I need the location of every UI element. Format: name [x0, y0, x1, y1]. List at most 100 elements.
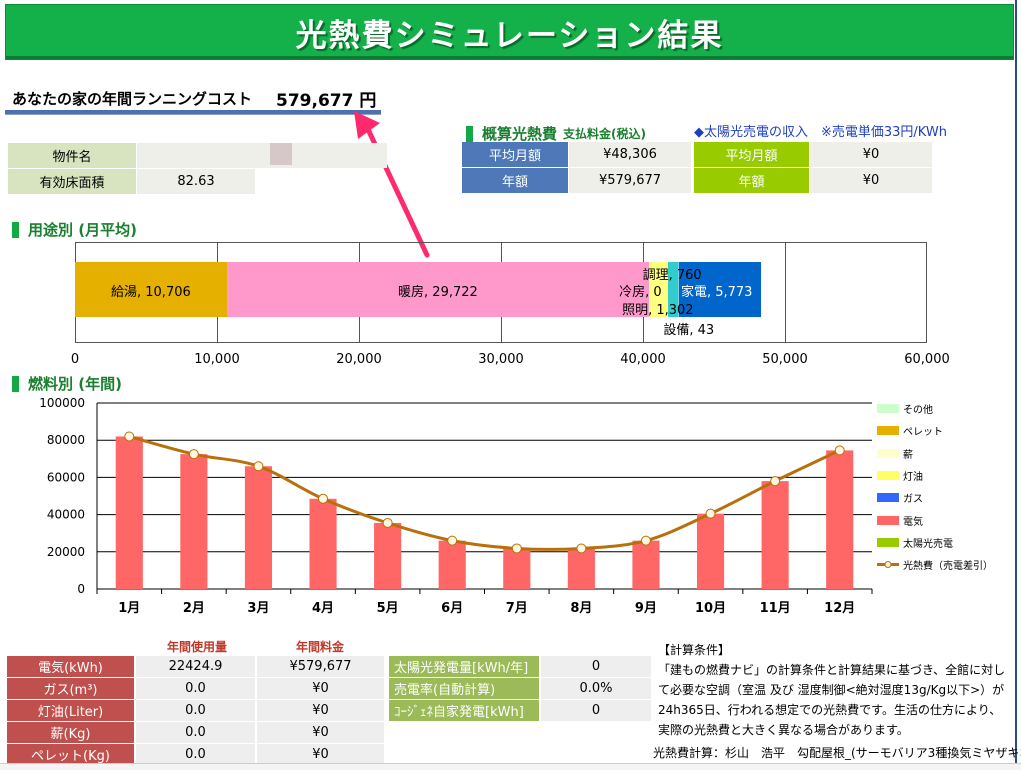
solar-annual-label: 年額 — [694, 168, 809, 193]
summary-annual-value: ¥579,677 — [569, 168, 691, 193]
sheet-tab-strip — [0, 763, 1021, 770]
property-name-field[interactable] — [137, 143, 387, 168]
solar-income-title: ◆太陽光売電の収入 ※売電単価33円/KWh — [694, 125, 947, 140]
name-redaction-block — [270, 143, 292, 165]
usage-x-tick: 50,000 — [762, 352, 808, 367]
legend-label: 太陽光売電 — [903, 538, 953, 550]
legend-item: 薪 — [877, 446, 913, 461]
legend-item: 太陽光売電 — [877, 535, 953, 550]
fuel-row-label: ガス(m³) — [7, 678, 134, 699]
summary-monthly-label: 平均月額 — [462, 142, 568, 167]
usage-segment-label: 設備, 43 — [663, 323, 715, 338]
electricity-bar — [438, 540, 466, 589]
total-cost-point — [770, 476, 781, 487]
legend-item: ガス — [877, 490, 923, 505]
fuel-row-cost: ¥0 — [257, 744, 384, 765]
legend-label: 光熱費（売電差引） — [903, 561, 993, 573]
usage-gridline — [785, 243, 786, 342]
fuel-row-label: ペレット(Kg) — [7, 744, 134, 765]
fuel-row-cost: ¥579,677 — [257, 656, 384, 677]
legend-label: ガス — [903, 494, 923, 506]
fuel-x-tick: 2月 — [183, 601, 205, 616]
usage-section-title: 用途別 (月平均) — [12, 219, 137, 240]
fuel-row-label: 灯油(Liter) — [7, 700, 134, 721]
total-cost-point — [576, 543, 587, 554]
electricity-bar — [180, 454, 208, 589]
solar-row-label: 売電率(自動計算) — [389, 678, 539, 699]
total-cost-point — [253, 461, 264, 472]
electricity-bar — [503, 548, 531, 589]
fuel-row-usage: 0.0 — [136, 722, 255, 743]
summary-monthly-value: ¥48,306 — [569, 142, 691, 167]
property-name-label: 物件名 — [8, 143, 136, 168]
fuel-x-tick: 3月 — [247, 601, 269, 616]
fuel-y-tick: 40000 — [47, 508, 85, 522]
legend-item: 灯油 — [877, 468, 923, 483]
electricity-bar — [696, 513, 725, 589]
legend-item: 光熱費（売電差引） — [877, 557, 993, 572]
fuel-section-title: 燃料別 (年間) — [12, 373, 122, 394]
usage-segment-label: 暖房, 29,722 — [398, 285, 478, 300]
fuel-x-tick: 11月 — [760, 601, 791, 616]
total-cost-point — [124, 431, 135, 442]
legend-label: ペレット — [903, 427, 943, 439]
electricity-bar — [244, 466, 273, 589]
usage-x-tick: 40,000 — [620, 352, 666, 367]
annual-cost-value: 579,677 円 — [276, 91, 377, 111]
legend-swatch — [877, 404, 899, 413]
usage-x-tick: 30,000 — [478, 352, 524, 367]
total-cost-point — [447, 535, 458, 546]
fuel-y-tick: 0 — [77, 582, 85, 596]
legend-swatch — [877, 470, 899, 480]
total-cost-point — [188, 449, 199, 460]
usage-segment — [227, 262, 650, 317]
solar-annual-value: ¥0 — [810, 168, 932, 193]
fuel-x-tick: 5月 — [377, 601, 399, 616]
electricity-bar — [115, 436, 143, 589]
usage-segment-label: 給湯, 10,706 — [111, 285, 191, 300]
fuel-x-tick: 8月 — [570, 601, 592, 616]
calculator-credit: 光熱費計算：杉山 浩平 勾配屋根_(サーモバリア3種換気ミヤザキホーム — [653, 746, 1021, 760]
electricity-bar — [632, 540, 660, 589]
total-cost-point — [511, 543, 522, 554]
total-cost-point — [834, 445, 845, 456]
section-marker — [466, 125, 473, 142]
solar-row-value: 0 — [541, 656, 651, 677]
fuel-row-cost: ¥0 — [257, 700, 384, 721]
window-edge — [1015, 0, 1017, 769]
usage-segment-label: 家電, 5,773 — [680, 285, 753, 300]
fuel-cost-header: 年間料金 — [296, 640, 345, 654]
summary-title: 概算光熱費 支払料金(税込) — [466, 123, 646, 144]
legend-item: その他 — [877, 401, 933, 416]
fuel-x-tick: 4月 — [312, 601, 334, 616]
legend-line-swatch — [877, 560, 899, 569]
total-cost-point — [318, 493, 329, 504]
legend-item: ペレット — [877, 423, 943, 438]
fuel-row-cost: ¥0 — [257, 722, 384, 743]
fuel-y-tick: 20000 — [47, 545, 85, 559]
fuel-x-tick: 10月 — [695, 601, 726, 616]
electricity-bar — [826, 450, 854, 589]
solar-row-value: 0 — [541, 700, 651, 721]
legend-swatch — [877, 537, 899, 547]
fuel-row-usage: 0.0 — [136, 678, 255, 699]
legend-swatch — [877, 448, 899, 458]
legend-item: 電気 — [877, 513, 923, 528]
fuel-row-label: 薪(Kg) — [7, 722, 134, 743]
legend-swatch — [877, 493, 899, 503]
fuel-row-usage: 0.0 — [136, 700, 255, 721]
fuel-x-tick: 1月 — [118, 601, 140, 616]
fuel-row-cost: ¥0 — [257, 678, 384, 699]
calc-conditions-title: 【計算条件】 — [658, 643, 731, 657]
usage-segment — [678, 262, 761, 317]
fuel-y-tick: 60000 — [47, 470, 85, 484]
calc-conditions-text: 「建もの燃費ナビ」の計算条件と計算結果に基づき、全館に対して必要な空調（室温 及… — [658, 663, 1006, 737]
page-header: 光熱費シミュレーション結果 — [5, 4, 1014, 60]
annual-cost-underline — [5, 110, 381, 115]
usage-x-tick: 60,000 — [904, 352, 950, 367]
section-marker — [12, 375, 19, 392]
legend-label: 灯油 — [903, 471, 923, 483]
floor-area-value: 82.63 — [137, 169, 255, 194]
fuel-y-tick: 100000 — [39, 396, 85, 410]
electricity-bar — [309, 498, 337, 589]
